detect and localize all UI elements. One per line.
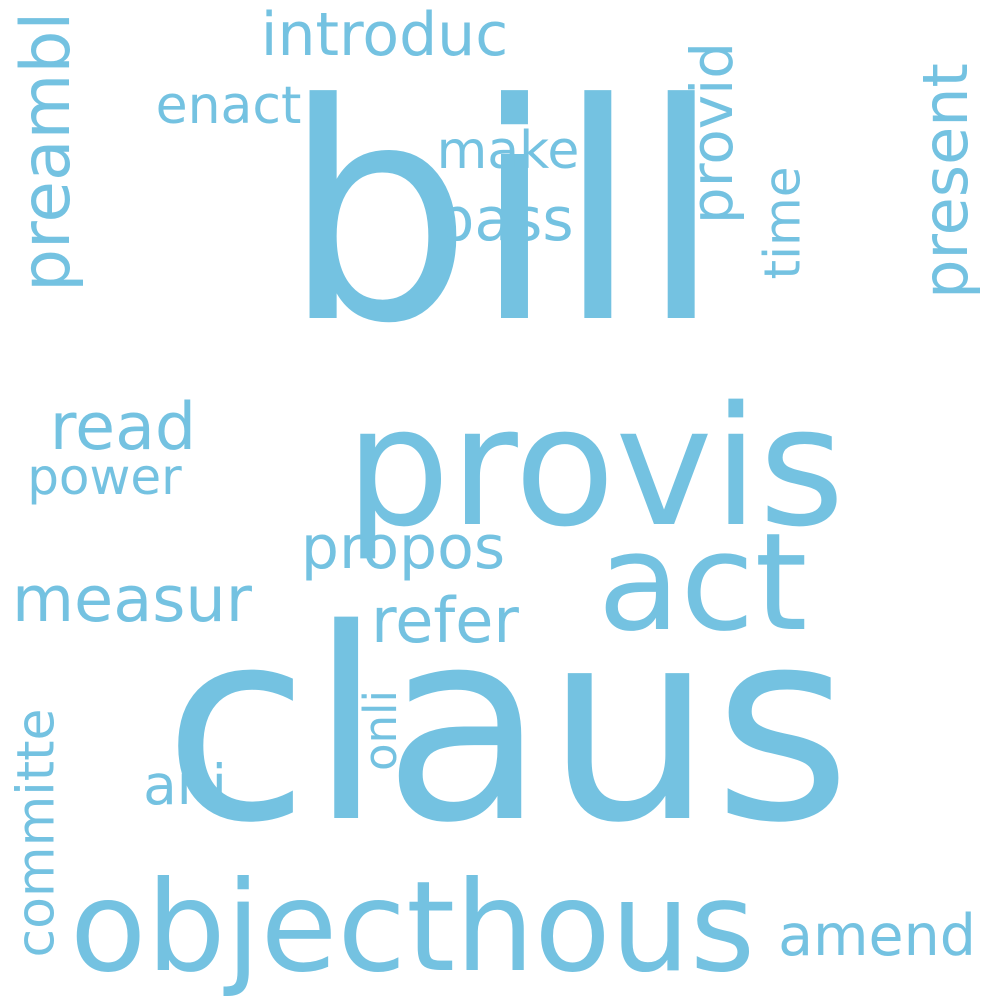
word-pass: pass (436, 185, 574, 255)
word-preambl: preambl (6, 11, 86, 293)
word-power: power (27, 448, 182, 506)
word-objecthous: objecthous (69, 855, 756, 1000)
word-provid: provid (677, 41, 746, 225)
word-committe: committe (5, 708, 66, 957)
word-measur: measur (12, 562, 252, 637)
word-propos: propos (300, 513, 506, 583)
word-present: present (909, 63, 983, 299)
word-provis: provis (345, 371, 845, 563)
word-read: read (49, 390, 197, 465)
word-make: make (436, 121, 580, 181)
word-time: time (752, 166, 811, 279)
word-amend: amend (778, 902, 976, 969)
word-enact: enact (155, 76, 302, 136)
word-claus: claus (163, 573, 852, 881)
word-onli: onli (354, 689, 408, 771)
word-act: act (597, 504, 808, 661)
word-bill: bill (282, 40, 723, 389)
word-introduc: introduc (260, 0, 509, 70)
word-refer: refer (371, 584, 519, 657)
word-ani: ani (143, 753, 227, 817)
